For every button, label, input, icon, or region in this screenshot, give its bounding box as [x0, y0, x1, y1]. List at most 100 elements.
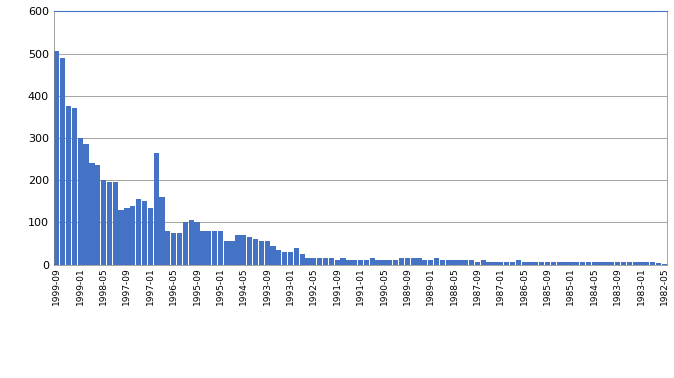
Bar: [119, 210, 124, 265]
Bar: [66, 106, 71, 265]
Bar: [54, 51, 59, 265]
Bar: [551, 262, 556, 265]
Bar: [469, 260, 474, 265]
Bar: [189, 220, 194, 265]
Bar: [504, 262, 510, 265]
Bar: [574, 262, 580, 265]
Bar: [218, 231, 223, 265]
Bar: [498, 262, 503, 265]
Bar: [609, 262, 615, 265]
Bar: [78, 138, 83, 265]
Bar: [615, 262, 620, 265]
Bar: [130, 206, 135, 265]
Bar: [334, 260, 340, 265]
Bar: [650, 262, 655, 265]
Bar: [340, 258, 346, 265]
Bar: [463, 260, 468, 265]
Bar: [545, 262, 550, 265]
Bar: [393, 260, 398, 265]
Bar: [183, 222, 188, 265]
Bar: [434, 258, 439, 265]
Bar: [311, 258, 317, 265]
Bar: [264, 242, 270, 265]
Bar: [177, 233, 182, 265]
Bar: [428, 260, 433, 265]
Bar: [84, 144, 89, 265]
Bar: [422, 260, 427, 265]
Bar: [580, 262, 585, 265]
Bar: [288, 252, 293, 265]
Bar: [474, 262, 480, 265]
Bar: [235, 235, 241, 265]
Bar: [317, 258, 322, 265]
Bar: [106, 182, 112, 265]
Bar: [136, 199, 142, 265]
Bar: [200, 231, 206, 265]
Bar: [241, 235, 247, 265]
Bar: [60, 58, 65, 265]
Bar: [562, 262, 568, 265]
Bar: [446, 260, 451, 265]
Bar: [229, 242, 235, 265]
Bar: [364, 260, 369, 265]
Bar: [346, 260, 352, 265]
Bar: [492, 262, 497, 265]
Bar: [516, 260, 521, 265]
Bar: [329, 258, 334, 265]
Bar: [323, 258, 328, 265]
Bar: [656, 263, 661, 265]
Bar: [159, 197, 164, 265]
Bar: [457, 260, 462, 265]
Bar: [375, 260, 381, 265]
Bar: [206, 231, 212, 265]
Bar: [621, 262, 626, 265]
Bar: [632, 262, 638, 265]
Bar: [533, 262, 539, 265]
Bar: [194, 222, 200, 265]
Bar: [171, 233, 177, 265]
Bar: [539, 262, 545, 265]
Bar: [148, 208, 153, 265]
Bar: [387, 260, 392, 265]
Bar: [487, 262, 492, 265]
Bar: [369, 258, 375, 265]
Bar: [586, 262, 591, 265]
Bar: [662, 264, 667, 265]
Bar: [165, 231, 171, 265]
Bar: [439, 260, 445, 265]
Bar: [527, 262, 532, 265]
Bar: [592, 262, 597, 265]
Bar: [305, 258, 311, 265]
Bar: [282, 252, 287, 265]
Bar: [597, 262, 603, 265]
Bar: [481, 260, 486, 265]
Bar: [638, 262, 644, 265]
Bar: [404, 258, 410, 265]
Bar: [568, 262, 574, 265]
Bar: [253, 239, 258, 265]
Bar: [358, 260, 363, 265]
Bar: [352, 260, 357, 265]
Bar: [247, 237, 252, 265]
Bar: [212, 231, 217, 265]
Bar: [603, 262, 609, 265]
Bar: [270, 246, 276, 265]
Bar: [142, 201, 147, 265]
Bar: [294, 248, 299, 265]
Bar: [124, 208, 129, 265]
Bar: [95, 166, 100, 265]
Bar: [522, 262, 527, 265]
Bar: [381, 260, 387, 265]
Bar: [410, 258, 416, 265]
Bar: [71, 108, 77, 265]
Bar: [644, 262, 650, 265]
Bar: [259, 242, 264, 265]
Bar: [101, 180, 106, 265]
Bar: [627, 262, 632, 265]
Bar: [89, 163, 94, 265]
Bar: [276, 250, 282, 265]
Bar: [299, 254, 305, 265]
Bar: [113, 182, 118, 265]
Bar: [224, 242, 229, 265]
Bar: [154, 153, 159, 265]
